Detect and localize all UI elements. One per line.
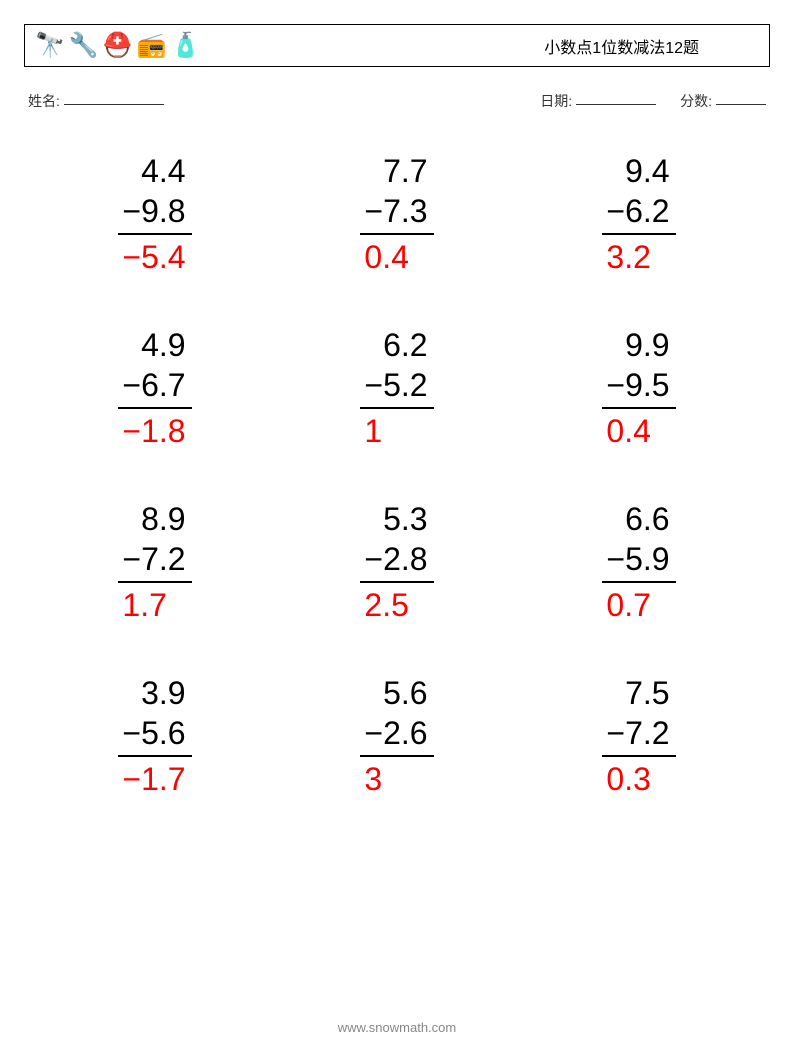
binoculars-icon: 🔭	[35, 31, 65, 60]
problem-subtrahend: −2.6	[360, 713, 433, 757]
problem-minuend: 6.2	[360, 325, 433, 365]
problem: 9.9−9.50.4	[538, 325, 740, 451]
problem-minuend: 5.3	[360, 499, 433, 539]
info-row: 姓名: 日期: 分数:	[24, 91, 770, 131]
problem: 5.3−2.82.5	[296, 499, 498, 625]
page-title: 小数点1位数减法12题	[544, 34, 759, 58]
problem-inner: 5.6−2.63	[360, 673, 433, 799]
name-blank[interactable]	[64, 91, 164, 105]
info-right: 日期: 分数:	[540, 91, 766, 111]
problem-inner: 7.7−7.30.4	[360, 151, 433, 277]
date-blank[interactable]	[576, 91, 656, 105]
problem-inner: 9.4−6.23.2	[602, 151, 675, 277]
problem-minuend: 7.5	[602, 673, 675, 713]
problem-subtrahend: −7.2	[118, 539, 191, 583]
problem-inner: 8.9−7.21.7	[118, 499, 191, 625]
problem: 3.9−5.6−1.7	[54, 673, 256, 799]
problem-subtrahend: −9.5	[602, 365, 675, 409]
bottle-icon: 🧴	[171, 31, 201, 60]
problem-answer: −5.4	[118, 235, 191, 277]
shovel-icon: 🔧	[69, 31, 99, 60]
problem-answer: 1	[360, 409, 433, 451]
problem: 8.9−7.21.7	[54, 499, 256, 625]
problem: 6.6−5.90.7	[538, 499, 740, 625]
problem-inner: 6.6−5.90.7	[602, 499, 675, 625]
problem-inner: 4.4−9.8−5.4	[118, 151, 191, 277]
problem-subtrahend: −9.8	[118, 191, 191, 235]
problem-answer: 0.4	[602, 409, 675, 451]
problem-subtrahend: −6.2	[602, 191, 675, 235]
footer-url: www.snowmath.com	[338, 1020, 456, 1035]
problem-answer: 3	[360, 757, 433, 799]
problem-answer: 1.7	[118, 583, 191, 625]
problem-inner: 6.2−5.21	[360, 325, 433, 451]
problem-inner: 9.9−9.50.4	[602, 325, 675, 451]
problem-subtrahend: −7.3	[360, 191, 433, 235]
problem-inner: 4.9−6.7−1.8	[118, 325, 191, 451]
name-label: 姓名:	[28, 91, 60, 111]
problem-minuend: 9.9	[602, 325, 675, 365]
problem-minuend: 5.6	[360, 673, 433, 713]
problem-minuend: 3.9	[118, 673, 191, 713]
problem: 7.7−7.30.4	[296, 151, 498, 277]
problem-inner: 7.5−7.20.3	[602, 673, 675, 799]
header-icons: 🔭 🔧 ⛑️ 📻 🧴	[35, 31, 200, 60]
score-blank[interactable]	[716, 91, 766, 105]
problem-answer: 2.5	[360, 583, 433, 625]
problem: 6.2−5.21	[296, 325, 498, 451]
problem-answer: −1.7	[118, 757, 191, 799]
problem-answer: 3.2	[602, 235, 675, 277]
info-left: 姓名:	[28, 91, 164, 111]
problem-minuend: 8.9	[118, 499, 191, 539]
problem-minuend: 7.7	[360, 151, 433, 191]
problem-inner: 3.9−5.6−1.7	[118, 673, 191, 799]
problem-answer: 0.7	[602, 583, 675, 625]
problem-subtrahend: −5.9	[602, 539, 675, 583]
helmet-icon: ⛑️	[103, 31, 133, 60]
problem-subtrahend: −7.2	[602, 713, 675, 757]
header-box: 🔭 🔧 ⛑️ 📻 🧴 小数点1位数减法12题	[24, 24, 770, 67]
problem-subtrahend: −2.8	[360, 539, 433, 583]
problem-subtrahend: −5.2	[360, 365, 433, 409]
problem: 9.4−6.23.2	[538, 151, 740, 277]
problem-minuend: 9.4	[602, 151, 675, 191]
date-label: 日期:	[540, 91, 572, 111]
problem: 4.9−6.7−1.8	[54, 325, 256, 451]
problem-inner: 5.3−2.82.5	[360, 499, 433, 625]
problem-answer: 0.3	[602, 757, 675, 799]
problem-answer: −1.8	[118, 409, 191, 451]
score-label: 分数:	[680, 91, 712, 111]
problem-answer: 0.4	[360, 235, 433, 277]
problem-minuend: 6.6	[602, 499, 675, 539]
problems-grid: 4.4−9.8−5.47.7−7.30.49.4−6.23.24.9−6.7−1…	[24, 131, 770, 799]
problem: 5.6−2.63	[296, 673, 498, 799]
problem-minuend: 4.4	[118, 151, 191, 191]
problem-minuend: 4.9	[118, 325, 191, 365]
spacer	[660, 91, 676, 111]
radio-icon: 📻	[137, 31, 167, 60]
problem-subtrahend: −6.7	[118, 365, 191, 409]
problem: 4.4−9.8−5.4	[54, 151, 256, 277]
footer: www.snowmath.com	[0, 1020, 794, 1035]
problem-subtrahend: −5.6	[118, 713, 191, 757]
problem: 7.5−7.20.3	[538, 673, 740, 799]
